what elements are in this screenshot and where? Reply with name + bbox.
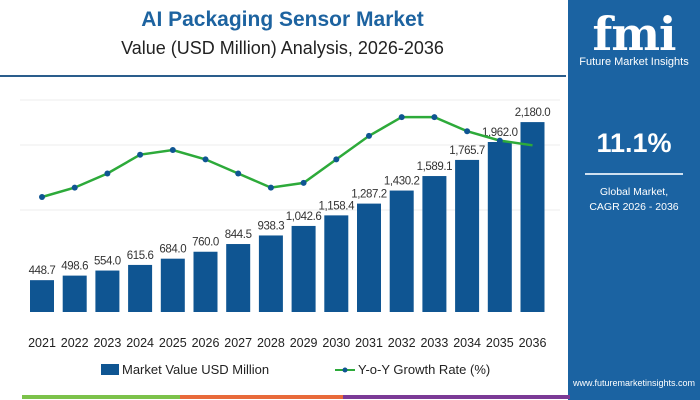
growth-point-2028 [267, 184, 274, 191]
bottom-stripe [22, 395, 570, 399]
x-tick-label: 2023 [93, 336, 121, 350]
fmi-logo: fmi [592, 7, 677, 61]
x-tick-label: 2028 [257, 336, 285, 350]
bar-value-label: 1,765.7 [449, 145, 485, 157]
growth-line [41, 115, 533, 199]
growth-point-2032 [398, 114, 405, 121]
x-tick-label: 2034 [453, 336, 481, 350]
legend-item-market-value: Market Value USD Million [101, 362, 269, 377]
x-tick-label: 2022 [61, 336, 89, 350]
x-tick-label: 2033 [420, 336, 448, 350]
bar-2023 [95, 270, 120, 312]
bar-2029 [291, 225, 316, 312]
growth-point-2029 [300, 179, 307, 186]
cagr-label-line1: Global Market, [599, 186, 669, 198]
bar-2028 [258, 235, 283, 312]
bar-2030 [324, 215, 349, 312]
bar-value-label: 684.0 [159, 244, 186, 256]
bar-2036 [520, 122, 545, 312]
growth-point-2024 [137, 151, 144, 158]
x-tick-label: 2029 [290, 336, 318, 350]
bar-2021 [30, 280, 54, 312]
bar-2026 [193, 251, 218, 312]
bar-value-label: 554.0 [94, 256, 121, 268]
chart-plot: 448.7 2021 498.6 2022 554.0 2023 615.6 2024 684.… [20, 99, 560, 350]
cagr-value: 11.1% [596, 128, 672, 158]
bar-2034 [455, 159, 480, 312]
bar-value-label: 615.6 [127, 250, 154, 262]
side-panel: fmi Future Market Insights 11.1% Global … [568, 0, 700, 400]
x-tick-label: 2024 [126, 336, 154, 350]
bar-value-label: 2,180.0 [515, 107, 551, 119]
chart-title: AI Packaging Sensor Market [141, 8, 424, 31]
brand-name: Future Market Insights [579, 56, 689, 68]
legend-bar-swatch [101, 364, 119, 375]
stripe-green [22, 395, 180, 399]
header-divider [0, 75, 566, 77]
bar-value-label: 448.7 [29, 265, 56, 277]
growth-point-2022 [71, 184, 78, 191]
growth-point-2033 [431, 114, 438, 121]
cagr-label-line2: CAGR 2026 - 2036 [589, 201, 679, 213]
legend-item-growth-rate: Y-o-Y Growth Rate (%) [335, 362, 490, 377]
x-tick-label: 2025 [159, 336, 187, 350]
x-tick-label: 2035 [486, 336, 514, 350]
website-link[interactable]: www.futuremarketinsights.com [572, 378, 696, 388]
growth-point-2025 [169, 147, 176, 153]
bar-2031 [357, 203, 381, 312]
growth-point-2027 [235, 170, 242, 177]
panel-divider [585, 173, 683, 175]
bar-value-label: 760.0 [192, 237, 219, 249]
bar-value-label: 498.6 [61, 261, 88, 273]
bar-value-label: 1,962.0 [482, 127, 518, 139]
growth-point-2031 [366, 132, 372, 139]
growth-point-2026 [202, 156, 209, 163]
growth-point-2035 [496, 137, 503, 144]
growth-point-2030 [333, 156, 340, 163]
bar-value-label: 844.5 [225, 229, 252, 241]
bar-2024 [128, 264, 153, 312]
bar-value-label: 1,430.2 [384, 176, 420, 188]
x-tick-label: 2036 [519, 336, 547, 350]
cagr-label: Global Market, CAGR 2026 - 2036 [568, 185, 700, 215]
bar-value-label: 1,287.2 [351, 189, 387, 201]
stripe-purple [343, 395, 570, 399]
x-tick-label: 2021 [28, 336, 56, 350]
stripe-orange [180, 395, 343, 399]
x-tick-label: 2032 [388, 336, 416, 350]
legend-label: Market Value USD Million [122, 362, 270, 377]
growth-point-2034 [464, 128, 471, 135]
legend-line-swatch [335, 367, 355, 372]
legend-label: Y-o-Y Growth Rate (%) [358, 362, 491, 377]
bar-2032 [389, 190, 414, 312]
bar-2027 [226, 244, 251, 312]
bar-2035 [487, 141, 512, 312]
x-tick-label: 2031 [355, 336, 383, 350]
bar-2033 [422, 176, 447, 312]
x-tick-label: 2030 [322, 336, 350, 350]
bar-2025 [160, 258, 185, 312]
bar-value-label: 938.3 [258, 220, 285, 232]
x-tick-label: 2026 [192, 336, 220, 350]
growth-point-2023 [104, 170, 111, 177]
growth-point-2021 [39, 194, 45, 200]
bar-value-label: 1,589.1 [417, 161, 453, 173]
bar-value-label: 1,158.4 [319, 200, 356, 212]
chart-subtitle: Value (USD Million) Analysis, 2026-2036 [121, 38, 444, 58]
bar-2022 [62, 275, 87, 312]
x-tick-label: 2027 [224, 336, 252, 350]
bar-value-label: 1,042.6 [286, 211, 322, 223]
